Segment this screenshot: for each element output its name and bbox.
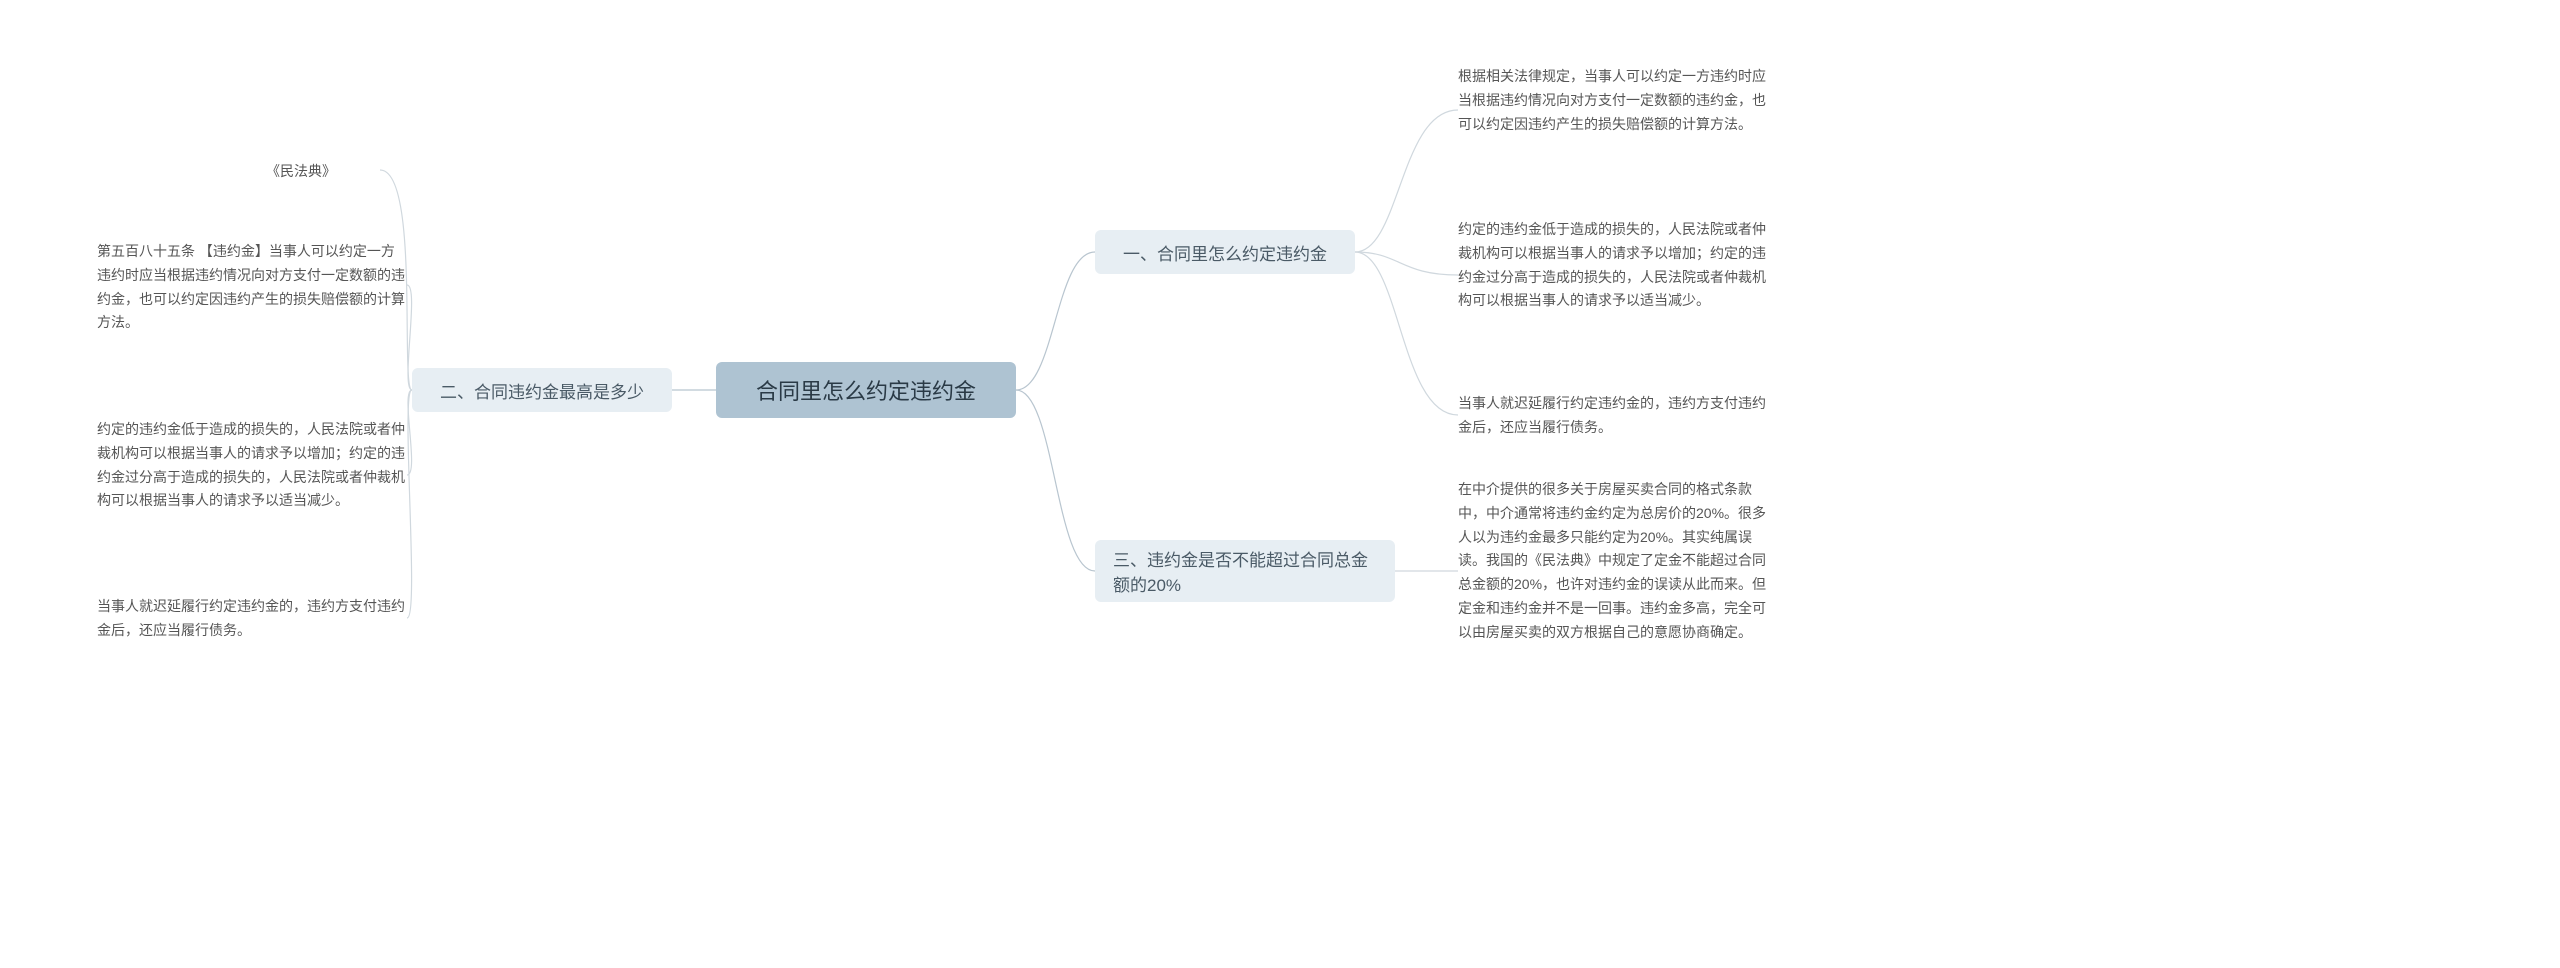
mindmap-canvas: 合同里怎么约定违约金 二、合同违约金最高是多少 《民法典》 第五百八十五条 【违… xyxy=(0,0,2560,968)
branch-right-0[interactable]: 一、合同里怎么约定违约金 xyxy=(1095,230,1355,274)
leaf-r0-0: 根据相关法律规定，当事人可以约定一方违约时应当根据违约情况向对方支付一定数额的违… xyxy=(1458,65,1768,136)
root-node[interactable]: 合同里怎么约定违约金 xyxy=(716,362,1016,418)
leaf-left-1: 第五百八十五条 【违约金】当事人可以约定一方违约时应当根据违约情况向对方支付一定… xyxy=(97,240,407,335)
branch-right-1[interactable]: 三、违约金是否不能超过合同总金额的20% xyxy=(1095,540,1395,602)
branch-left[interactable]: 二、合同违约金最高是多少 xyxy=(412,368,672,412)
root-label: 合同里怎么约定违约金 xyxy=(756,374,976,406)
leaf-left-0: 《民法典》 xyxy=(266,160,576,184)
branch-left-label: 二、合同违约金最高是多少 xyxy=(440,378,644,403)
leaf-left-2: 约定的违约金低于造成的损失的，人民法院或者仲裁机构可以根据当事人的请求予以增加；… xyxy=(97,418,407,513)
leaf-r1-0: 在中介提供的很多关于房屋买卖合同的格式条款中，中介通常将违约金约定为总房价的20… xyxy=(1458,478,1778,645)
leaf-r0-1: 约定的违约金低于造成的损失的，人民法院或者仲裁机构可以根据当事人的请求予以增加；… xyxy=(1458,218,1768,313)
branch-right-0-label: 一、合同里怎么约定违约金 xyxy=(1123,240,1327,265)
leaf-r0-2: 当事人就迟延履行约定违约金的，违约方支付违约金后，还应当履行债务。 xyxy=(1458,392,1768,440)
leaf-left-3: 当事人就迟延履行约定违约金的，违约方支付违约金后，还应当履行债务。 xyxy=(97,595,407,643)
branch-right-1-label: 三、违约金是否不能超过合同总金额的20% xyxy=(1113,546,1377,596)
